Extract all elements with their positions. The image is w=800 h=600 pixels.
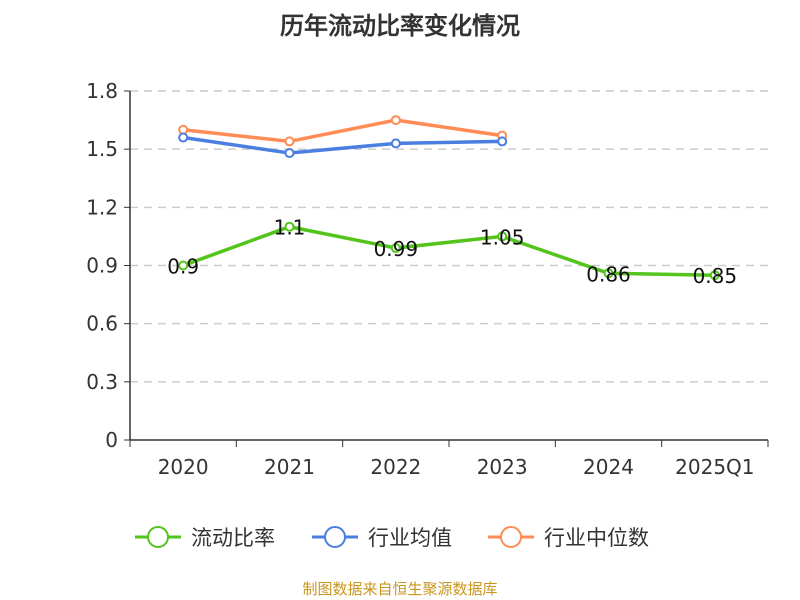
series-line: [182, 224, 715, 277]
data-label: 0.99: [374, 237, 419, 261]
data-point: [497, 136, 508, 147]
series-line: [182, 135, 503, 155]
data-label: 0.9: [167, 255, 199, 279]
data-label: 1.05: [480, 225, 525, 249]
data-label: 0.85: [693, 264, 738, 288]
legend-marker: [324, 526, 346, 548]
chart-title: 历年流动比率变化情况: [280, 12, 520, 40]
series-line: [182, 118, 503, 144]
data-point: [284, 221, 295, 232]
data-point: [709, 270, 720, 281]
data-point: [390, 115, 401, 126]
x-tick-label: 2022: [370, 455, 421, 479]
y-tick-label: 0.6: [86, 312, 118, 336]
y-tick-label: 0: [105, 428, 118, 452]
legend-label: 行业均值: [368, 526, 452, 550]
legend-label: 流动比率: [191, 526, 275, 550]
legend-marker: [147, 526, 169, 548]
data-point: [284, 148, 295, 159]
x-tick-label: 2025Q1: [675, 455, 754, 479]
x-tick-label: 2023: [477, 455, 528, 479]
y-tick-label: 0.3: [86, 370, 118, 394]
data-point: [178, 132, 189, 143]
source-note: 制图数据来自恒生聚源数据库: [302, 580, 498, 598]
y-tick-label: 1.2: [86, 195, 118, 219]
data-point: [178, 260, 189, 271]
data-point: [390, 138, 401, 149]
data-label: 0.86: [586, 262, 631, 286]
y-tick-label: 1.5: [86, 137, 118, 161]
legend-marker: [500, 526, 522, 548]
data-point: [603, 268, 614, 279]
data-point: [497, 231, 508, 242]
data-label: 1.1: [274, 216, 306, 240]
legend-label: 行业中位数: [544, 526, 649, 550]
data-point: [390, 243, 401, 254]
x-tick-label: 2024: [583, 455, 634, 479]
x-tick-label: 2020: [158, 455, 209, 479]
data-point: [284, 136, 295, 147]
y-tick-label: 1.8: [86, 79, 118, 103]
x-tick-label: 2021: [264, 455, 315, 479]
y-tick-label: 0.9: [86, 254, 118, 278]
